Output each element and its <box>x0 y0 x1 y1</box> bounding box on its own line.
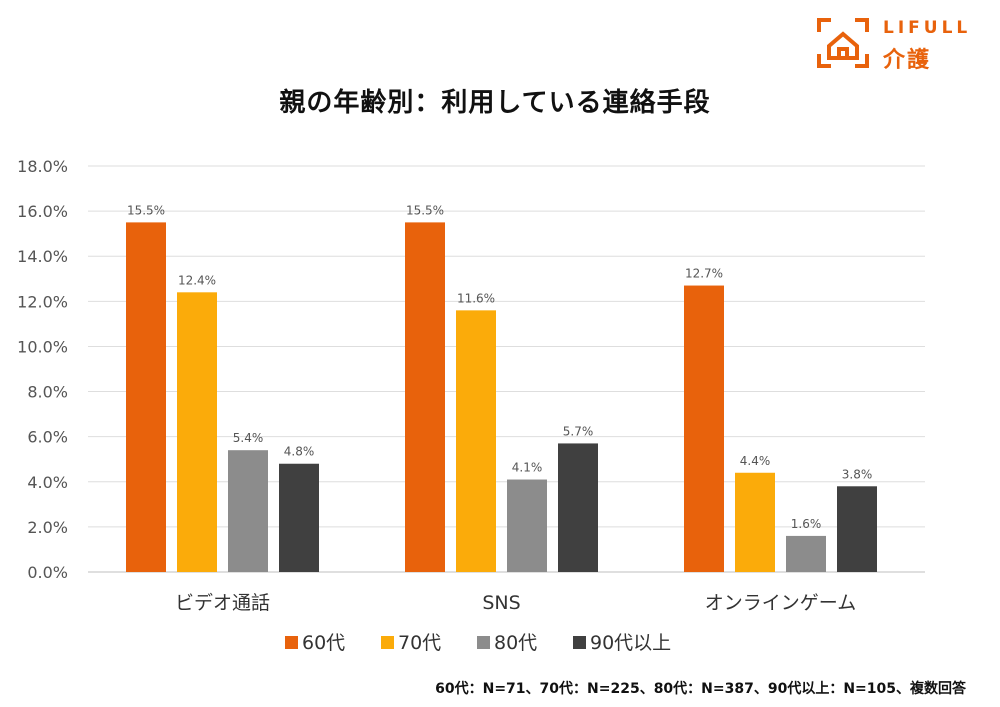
data-label: 4.1% <box>512 461 543 475</box>
x-tick-label: SNS <box>482 592 520 614</box>
brand-service: 介護 <box>883 48 932 73</box>
legend-label: 80代 <box>494 632 537 654</box>
legend-label: 70代 <box>398 632 441 654</box>
data-label: 15.5% <box>406 203 444 217</box>
y-tick-label: 12.0% <box>17 292 68 311</box>
y-tick-label: 4.0% <box>27 473 68 492</box>
y-tick-label: 18.0% <box>17 157 68 176</box>
bar <box>507 479 547 572</box>
bar <box>735 472 775 572</box>
data-label: 5.4% <box>233 431 264 445</box>
bar <box>684 285 724 572</box>
brand-name: LIFULL <box>883 18 972 38</box>
legend-swatch <box>573 636 586 649</box>
house-bracket-icon <box>817 18 869 68</box>
y-tick-label: 6.0% <box>27 428 68 447</box>
legend-swatch <box>381 636 394 649</box>
y-tick-label: 0.0% <box>27 563 68 582</box>
data-label: 3.8% <box>842 467 873 481</box>
x-tick-label: オンラインゲーム <box>705 592 856 614</box>
legend-swatch <box>285 636 298 649</box>
y-tick-label: 14.0% <box>17 247 68 266</box>
data-label: 4.8% <box>284 445 315 459</box>
chart-title: 親の年齢別：利用している連絡手段 <box>279 88 711 118</box>
y-tick-label: 8.0% <box>27 383 68 402</box>
bar <box>456 310 496 572</box>
x-tick-label: ビデオ通話 <box>175 592 270 614</box>
bar <box>228 450 268 572</box>
data-label: 12.4% <box>178 273 216 287</box>
legend-label: 60代 <box>302 632 345 654</box>
data-label: 5.7% <box>563 424 594 438</box>
sample-size-note: 60代：N=71、70代：N=225、80代：N=387、90代以上：N=105… <box>435 681 966 697</box>
data-label: 4.4% <box>740 454 771 468</box>
data-label: 12.7% <box>685 267 723 281</box>
legend-swatch <box>477 636 490 649</box>
bar <box>786 535 826 572</box>
data-label: 11.6% <box>457 291 495 305</box>
bar <box>177 292 217 572</box>
bar <box>837 486 877 572</box>
bar <box>126 222 166 572</box>
y-tick-label: 10.0% <box>17 337 68 356</box>
brand-logo: LIFULL 介護 <box>815 16 985 73</box>
legend-label: 90代以上 <box>590 632 671 654</box>
bar <box>558 443 598 572</box>
data-label: 1.6% <box>791 517 822 531</box>
data-label: 15.5% <box>127 203 165 217</box>
y-tick-label: 2.0% <box>27 518 68 537</box>
bar <box>279 463 319 572</box>
bar <box>405 222 445 572</box>
y-tick-label: 16.0% <box>17 202 68 221</box>
